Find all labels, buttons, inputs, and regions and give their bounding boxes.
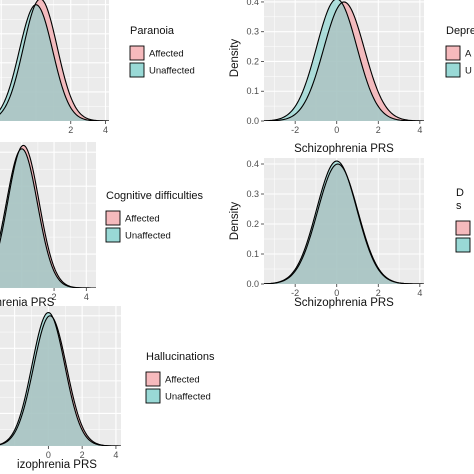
x-tick-label: 4 bbox=[417, 288, 422, 298]
plot-area bbox=[0, 142, 96, 288]
legend-label-unaffected: Unaffected bbox=[125, 231, 171, 242]
unaffected-density-line bbox=[0, 148, 96, 288]
affected-density-line bbox=[264, 1, 424, 121]
y-tick-label: 0.1 bbox=[246, 86, 259, 96]
x-tick-label: 2 bbox=[52, 292, 57, 302]
legend-label-affected: Affected bbox=[125, 214, 160, 225]
chart-panel-1: 24Schizophrenia PRSParanoiaAffectedUnaff… bbox=[0, 0, 195, 155]
y-tick-label: 0.0 bbox=[246, 116, 259, 126]
unaffected-density-area bbox=[0, 4, 109, 121]
y-tick-label: 0.2 bbox=[246, 56, 259, 66]
plot-area bbox=[264, 0, 424, 121]
unaffected-density-area bbox=[0, 148, 96, 288]
y-tick-label: 0.0 bbox=[246, 279, 259, 289]
plot-area bbox=[0, 306, 121, 446]
chart-panel-2: -2 0 2 4 0.0 0.1 0.2 0.3 0.4 Schizophrenia PRS Den… bbox=[229, 0, 474, 155]
legend-label-unaffected: Unaffected bbox=[149, 66, 195, 77]
x-axis-title: Schizophrenia PRS bbox=[294, 143, 394, 155]
legend-key-affected bbox=[445, 45, 461, 61]
legend-key-unaffected bbox=[129, 62, 145, 78]
x-tick-label: 2 bbox=[80, 450, 85, 460]
unaffected-density-line bbox=[0, 4, 109, 121]
affected-density-line bbox=[0, 0, 109, 121]
legend: Hallucinations Affected Unaffected bbox=[145, 351, 215, 404]
legend: Cognitive difficulties Affected Unaffected bbox=[105, 190, 204, 243]
y-tick-label: 0.3 bbox=[246, 27, 259, 37]
x-tick-label: 0 bbox=[46, 450, 51, 460]
x-tick-label: -2 bbox=[291, 125, 299, 135]
y-tick-label: 0.4 bbox=[246, 0, 259, 7]
legend-key-unaffected bbox=[145, 388, 161, 404]
unaffected-density-area bbox=[0, 312, 121, 446]
chart-panel-5: 0 2 4 izophrenia PRS Hallucinations Affected U… bbox=[0, 306, 215, 471]
plot-area bbox=[264, 158, 424, 284]
legend-key-affected bbox=[129, 45, 145, 61]
legend-key-affected bbox=[145, 371, 161, 387]
legend-key-unaffected bbox=[455, 237, 471, 253]
legend-label-affected: Affected bbox=[165, 375, 200, 386]
legend-label-affected: Affected bbox=[149, 49, 184, 60]
x-tick-label: 2 bbox=[376, 125, 381, 135]
legend-key-unaffected bbox=[445, 62, 461, 78]
legend: Depre AU bbox=[445, 25, 474, 78]
unaffected-density-line bbox=[264, 0, 424, 121]
y-tick-label: 0.1 bbox=[246, 249, 259, 259]
legend-label-affected: A bbox=[465, 49, 472, 60]
x-tick-label: 4 bbox=[113, 450, 118, 460]
legend-title: Paranoia bbox=[130, 25, 175, 37]
legend-title: Hallucinations bbox=[146, 351, 215, 363]
legend-label-unaffected: Unaffected bbox=[165, 392, 211, 403]
legend-key-unaffected bbox=[105, 227, 121, 243]
y-axis-title: Density bbox=[229, 202, 241, 241]
x-axis-title: Schizophrenia PRS bbox=[294, 297, 394, 309]
x-tick-label: 4 bbox=[417, 125, 422, 135]
legend: Ds bbox=[455, 187, 471, 253]
unaffected-density-line bbox=[264, 160, 424, 284]
legend-title: s bbox=[456, 200, 462, 212]
y-axis-title: Density bbox=[229, 39, 241, 78]
x-tick-label: 2 bbox=[68, 125, 73, 135]
legend-key-affected bbox=[105, 210, 121, 226]
x-tick-label: -2 bbox=[291, 288, 299, 298]
legend-title: D bbox=[456, 187, 464, 199]
chart-panel-4: -2 0 2 4 0.0 0.1 0.2 0.3 0.4 Schizophrenia PRS Den… bbox=[229, 158, 471, 309]
legend-title: Cognitive difficulties bbox=[106, 190, 204, 202]
legend-key-affected bbox=[455, 220, 471, 236]
unaffected-density-area bbox=[264, 0, 424, 121]
legend-title: Depre bbox=[446, 25, 474, 37]
y-tick-label: 0.3 bbox=[246, 189, 259, 199]
x-tick-label: 4 bbox=[103, 125, 108, 135]
y-tick-label: 0.2 bbox=[246, 219, 259, 229]
x-tick-label: 0 bbox=[334, 125, 339, 135]
legend-label-unaffected: U bbox=[465, 66, 472, 77]
y-tick-label: 0.4 bbox=[246, 159, 259, 169]
x-axis-title: izophrenia PRS bbox=[17, 459, 97, 471]
plot-area bbox=[0, 0, 109, 121]
unaffected-density-line bbox=[0, 311, 121, 446]
x-tick-label: 4 bbox=[84, 292, 89, 302]
x-tick-label: 0 bbox=[334, 288, 339, 298]
x-tick-label: 2 bbox=[376, 288, 381, 298]
legend: Paranoia Affected Unaffected bbox=[129, 25, 195, 78]
